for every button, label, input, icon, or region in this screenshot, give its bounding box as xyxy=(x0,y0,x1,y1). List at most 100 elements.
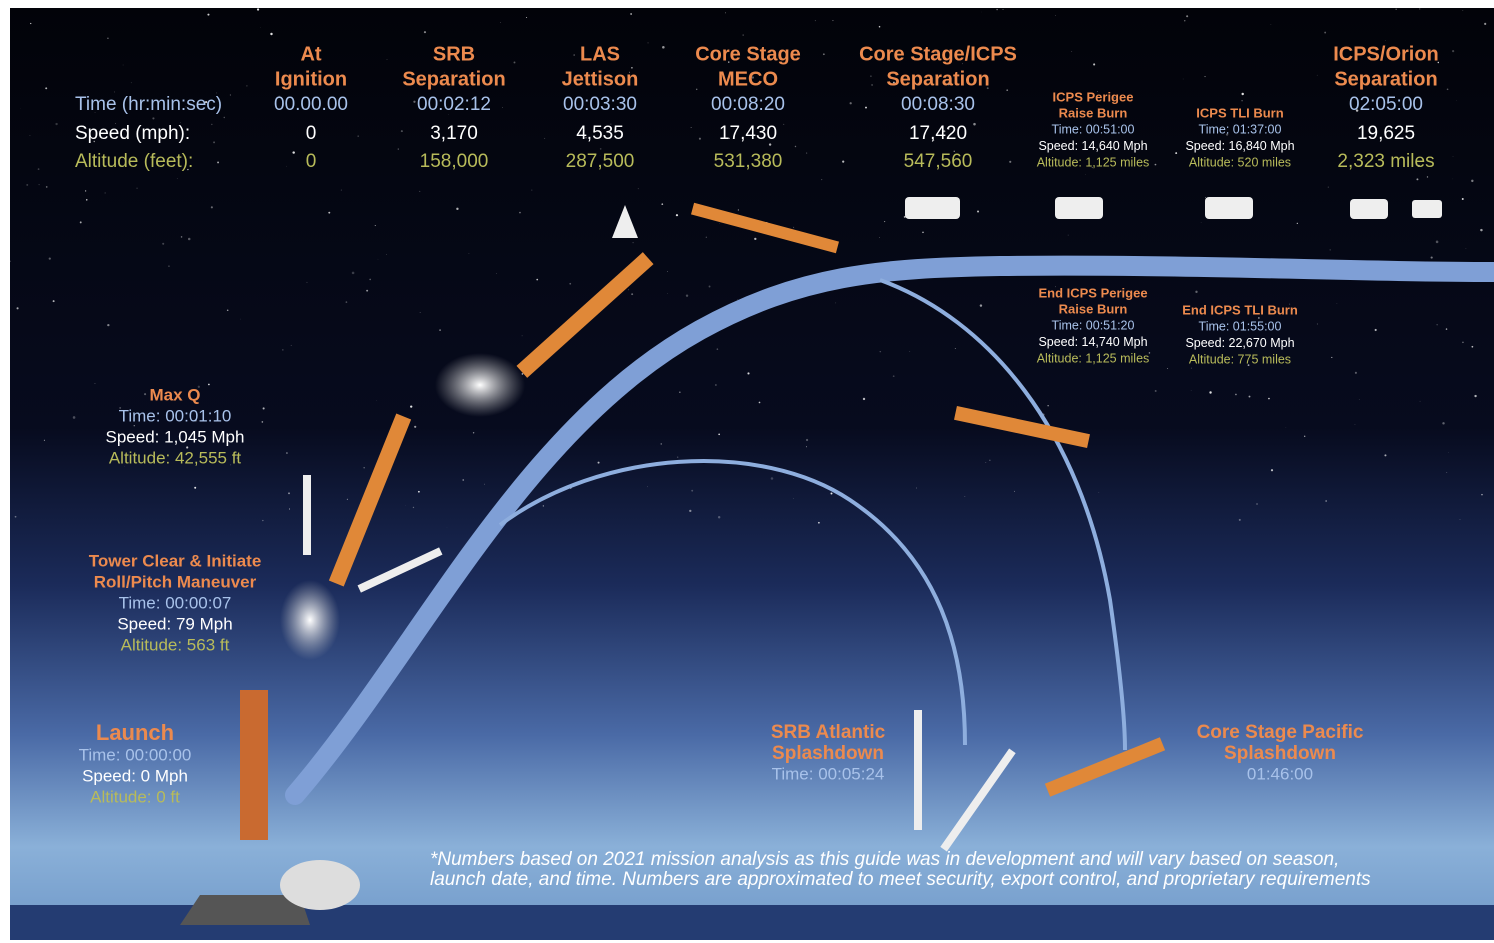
star xyxy=(947,127,950,131)
star xyxy=(363,467,365,469)
star xyxy=(1006,89,1009,91)
star xyxy=(207,13,210,16)
star xyxy=(186,446,189,449)
event-speed: Speed: 1,045 Mph xyxy=(106,427,245,446)
star xyxy=(519,211,521,214)
star xyxy=(397,148,399,150)
star xyxy=(107,37,109,39)
star xyxy=(1480,228,1483,232)
star xyxy=(374,225,376,227)
milestone-altitude: 287,500 xyxy=(566,151,635,172)
milestone-title: Core Stage xyxy=(695,43,801,65)
star xyxy=(585,137,587,139)
burn-title: End ICPS TLI Burn xyxy=(1182,302,1298,317)
star xyxy=(1331,356,1333,359)
burn-altitude: Altitude: 520 miles xyxy=(1189,155,1291,169)
star xyxy=(211,123,213,126)
star xyxy=(472,432,475,434)
star xyxy=(230,464,232,466)
star xyxy=(246,85,248,87)
event-speed: Speed: 0 Mph xyxy=(82,766,188,785)
star xyxy=(180,122,181,123)
burn-speed: Speed: 16,840 Mph xyxy=(1185,139,1294,153)
star xyxy=(569,282,572,285)
star xyxy=(610,123,612,125)
star xyxy=(328,211,331,214)
star xyxy=(835,302,837,304)
milestone-speed: 17,420 xyxy=(909,123,967,144)
star xyxy=(979,304,983,307)
burn-title: Raise Burn xyxy=(1059,301,1128,316)
star xyxy=(1358,399,1360,401)
star xyxy=(43,439,45,441)
star xyxy=(410,405,413,408)
star xyxy=(1148,352,1151,354)
event-time: Time: 00:01:10 xyxy=(119,406,232,425)
footnote: *Numbers based on 2021 mission analysis … xyxy=(430,849,1339,870)
star xyxy=(526,17,528,18)
star xyxy=(115,122,116,124)
star xyxy=(632,241,634,244)
star xyxy=(290,344,292,346)
star xyxy=(646,486,648,488)
star xyxy=(286,452,288,454)
event-title: Max Q xyxy=(149,385,200,404)
star xyxy=(821,179,823,181)
star xyxy=(862,397,866,401)
event-title: SRB Atlantic xyxy=(771,722,886,743)
star xyxy=(1154,163,1157,166)
star xyxy=(849,102,852,105)
star xyxy=(892,375,895,378)
star xyxy=(133,425,135,427)
star xyxy=(185,106,187,108)
burn-altitude: Altitude: 1,125 miles xyxy=(1037,155,1150,169)
star xyxy=(240,318,241,320)
star xyxy=(1190,367,1192,369)
star xyxy=(689,509,692,513)
star xyxy=(260,27,261,28)
star xyxy=(1437,61,1440,64)
star xyxy=(229,94,231,96)
star xyxy=(1067,234,1069,236)
star xyxy=(104,192,106,194)
star xyxy=(770,477,774,480)
milestone-time: 00:02:12 xyxy=(417,94,491,115)
star xyxy=(1384,454,1387,457)
star xyxy=(1093,63,1096,66)
star xyxy=(162,242,165,245)
star xyxy=(783,123,785,125)
star xyxy=(637,188,639,190)
star xyxy=(1430,256,1433,259)
star xyxy=(187,237,191,241)
event-altitude: Altitude: 42,555 ft xyxy=(109,448,242,467)
star xyxy=(1416,178,1419,181)
star xyxy=(496,273,497,274)
star xyxy=(909,351,911,352)
star xyxy=(194,486,197,489)
star xyxy=(213,141,216,144)
star xyxy=(1241,92,1244,96)
star xyxy=(345,301,348,303)
star xyxy=(1316,323,1318,325)
star xyxy=(597,461,600,464)
star xyxy=(1097,90,1098,92)
star xyxy=(734,160,736,161)
event-altitude: Altitude: 0 ft xyxy=(90,787,180,806)
star xyxy=(962,63,963,65)
star xyxy=(14,515,17,518)
star xyxy=(737,209,739,211)
star xyxy=(1217,326,1220,329)
star xyxy=(197,385,200,388)
star xyxy=(1247,364,1250,367)
star xyxy=(282,349,284,351)
star xyxy=(223,116,226,119)
star xyxy=(1204,75,1206,78)
star xyxy=(943,130,946,133)
star xyxy=(954,348,956,349)
milestone-title: Separation xyxy=(1334,68,1437,90)
star xyxy=(1238,518,1241,521)
star xyxy=(513,61,516,64)
star xyxy=(369,278,371,281)
star xyxy=(1235,393,1237,396)
star xyxy=(793,498,794,499)
